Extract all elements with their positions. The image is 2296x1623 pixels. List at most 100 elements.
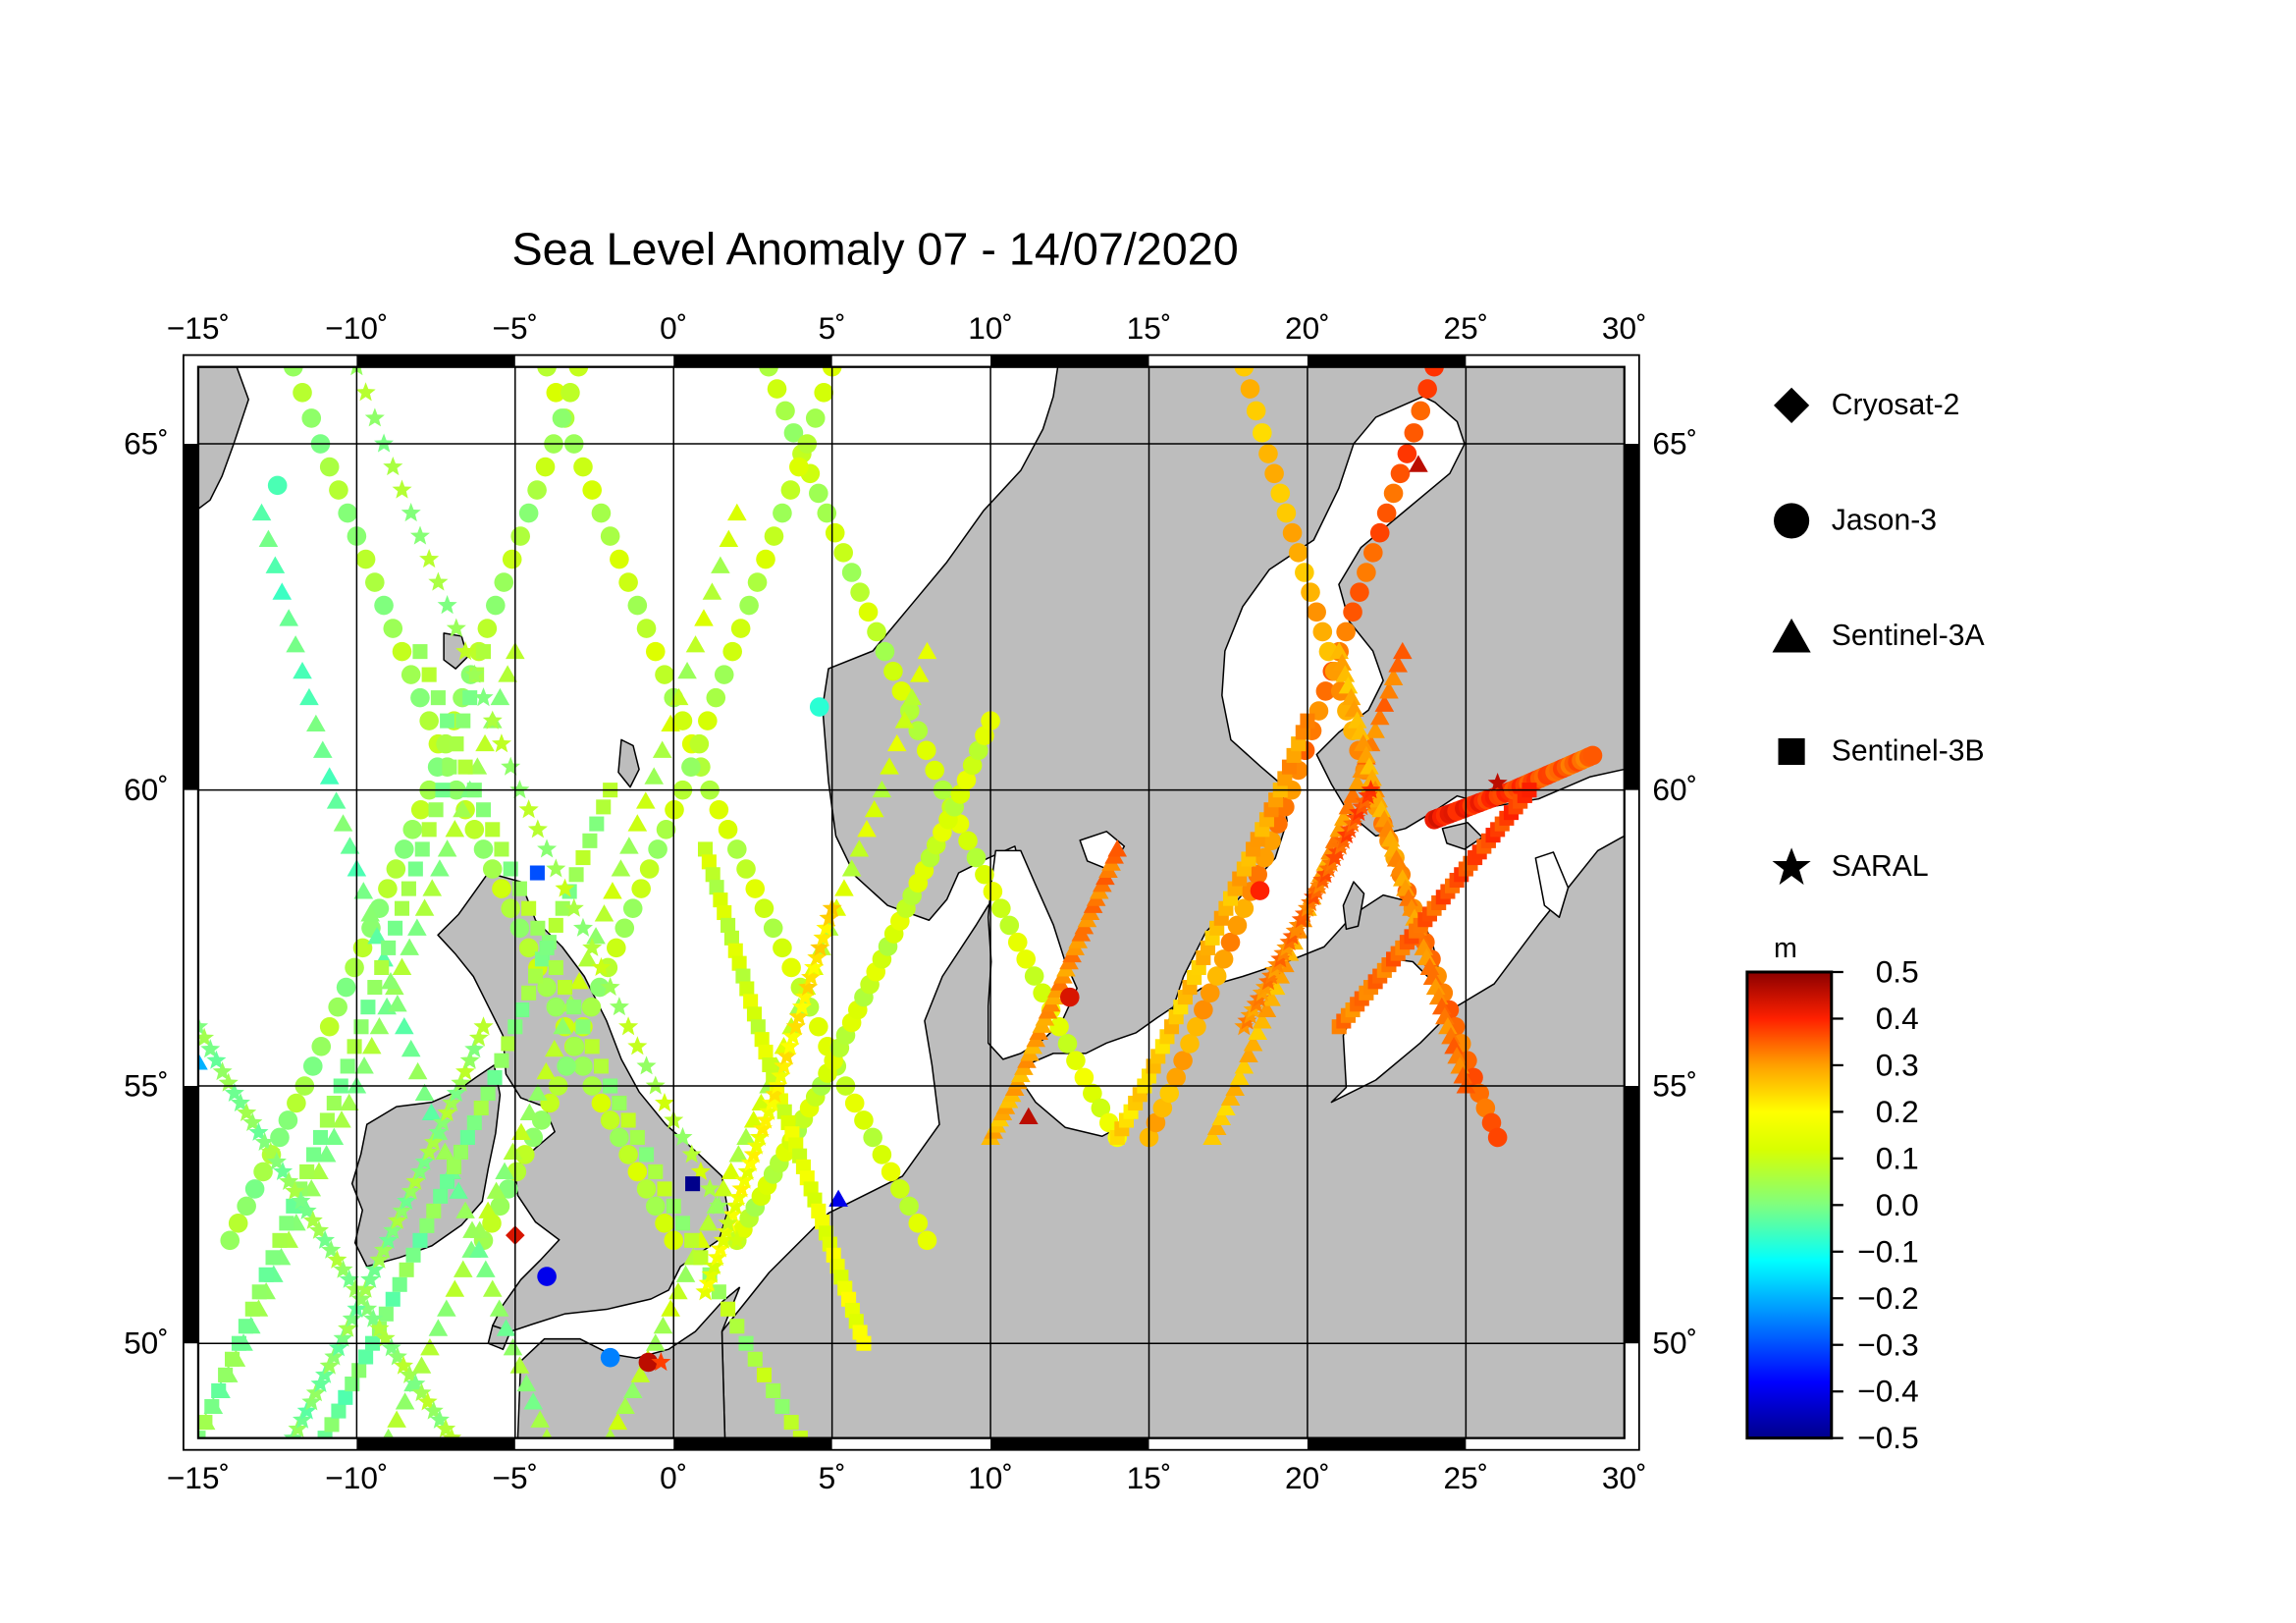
sentinel-3b-marker: [723, 930, 739, 946]
jason-3-marker: [365, 572, 385, 592]
sentinel-3a-marker: [694, 609, 714, 626]
jason-3-marker: [244, 1179, 265, 1199]
jason-3-marker: [672, 711, 693, 730]
sentinel-3a-marker: [872, 780, 892, 798]
sentinel-3b-marker: [462, 690, 478, 706]
saral-marker: [791, 997, 812, 1016]
jason-3-marker: [1288, 543, 1308, 563]
saral-marker: [369, 1249, 390, 1269]
jason-3-marker: [780, 480, 801, 500]
sentinel-3b-marker: [475, 644, 492, 660]
jason-3-marker: [773, 503, 792, 523]
land-iceland: [197, 366, 249, 511]
jason-3-marker: [773, 938, 792, 958]
sentinel-3a-marker: [453, 1260, 473, 1277]
sentinel-3b-marker: [433, 1188, 449, 1204]
saral-marker: [718, 1213, 738, 1232]
saral-marker: [1361, 780, 1381, 799]
sentinel-3a-marker: [400, 938, 419, 955]
saral-marker: [373, 433, 395, 453]
sentinel-3b-marker: [258, 1267, 274, 1282]
jason-3-marker: [1194, 1000, 1213, 1020]
saral-marker: [743, 1144, 764, 1163]
sentinel-3a-marker: [293, 661, 312, 679]
anomaly-marker: [1409, 455, 1428, 472]
sentinel-3a-marker: [272, 582, 293, 600]
jason-3-marker: [518, 503, 539, 523]
jason-3-marker: [1253, 423, 1272, 443]
sentinel-3a-marker: [711, 556, 730, 573]
sentinel-3b-marker: [319, 1112, 335, 1128]
saral-marker: [428, 571, 449, 591]
saral-marker: [279, 1170, 299, 1190]
anomaly-marker: [828, 1189, 848, 1207]
jason-3-marker: [991, 898, 1011, 918]
jason-3-marker: [614, 918, 635, 939]
colorbar-tick-label: 0.2: [1876, 1094, 1919, 1129]
jason-3-marker: [1159, 1083, 1180, 1104]
sentinel-3b-marker: [299, 1163, 315, 1179]
sentinel-3a-marker: [569, 972, 589, 990]
saral-marker: [555, 878, 575, 897]
legend-label-sentinel-3b: Sentinel-3B: [1831, 734, 1985, 768]
jason-3-marker: [805, 408, 826, 428]
sentinel-3a-marker: [383, 1428, 395, 1438]
saral-marker: [423, 1400, 444, 1420]
jason-3-marker: [908, 1214, 929, 1233]
lon-label-top: 10˚: [968, 310, 1013, 346]
sentinel-3a-marker: [437, 839, 457, 857]
jason-3-marker: [858, 602, 879, 622]
jason-3-marker: [607, 938, 626, 958]
jason-3-marker: [618, 572, 638, 592]
saral-marker: [345, 1278, 365, 1298]
saral-marker: [369, 1318, 390, 1337]
sentinel-3b-marker: [473, 1100, 489, 1116]
sentinel-3b-marker: [480, 1085, 496, 1102]
sentinel-3b-marker: [374, 959, 390, 976]
saral-marker: [451, 1072, 471, 1092]
sentinel-3b-marker: [440, 713, 455, 729]
sentinel-3a-marker: [1453, 1066, 1473, 1084]
saral-marker: [509, 780, 530, 799]
sentinel-3a-marker: [652, 740, 672, 758]
jason-3-marker: [899, 1196, 919, 1217]
sentinel-3a-marker: [449, 1181, 468, 1199]
saral-marker: [758, 1101, 779, 1120]
sentinel-3a-marker: [1107, 839, 1128, 857]
sentinel-3b-marker: [312, 1129, 329, 1145]
sentinel-3a-marker: [594, 904, 614, 922]
saral-marker: [464, 664, 485, 683]
jason-3-marker: [419, 711, 439, 730]
sentinel-3b-marker: [705, 867, 721, 883]
jason-3-marker: [378, 879, 398, 898]
saral-marker: [200, 1039, 221, 1058]
sentinel-3a-marker: [388, 994, 407, 1012]
jason-3-marker: [284, 366, 303, 377]
jason-3-marker: [636, 619, 657, 638]
jason-3-marker: [722, 641, 742, 662]
sentinel-3a-marker: [661, 1299, 680, 1317]
jason-3-marker: [374, 595, 394, 616]
diamond-icon: [1774, 387, 1810, 423]
sentinel-3a-marker: [299, 687, 319, 706]
sentinel-3a-marker: [428, 1319, 449, 1336]
map-border: [182, 353, 1640, 1451]
sentinel-3a-marker: [1428, 987, 1449, 1005]
saral-marker: [237, 1102, 257, 1122]
sentinel-3b-marker: [494, 841, 509, 857]
sentinel-3a-marker: [490, 687, 510, 706]
jason-3-marker: [395, 839, 414, 859]
star-icon: [1772, 847, 1811, 886]
jason-3-marker: [1336, 622, 1356, 642]
sentinel-3a-marker: [1377, 820, 1398, 838]
jason-3-marker: [1363, 543, 1383, 563]
sentinel-3b-marker: [358, 1349, 374, 1365]
sentinel-3a-marker: [1402, 898, 1421, 916]
jason-3-marker: [402, 820, 423, 839]
frame-bar-right: [1624, 1086, 1639, 1344]
saral-marker: [328, 1337, 348, 1357]
saral-marker: [636, 1055, 657, 1075]
saral-marker: [731, 1178, 752, 1198]
jason-3-marker: [1057, 1034, 1078, 1054]
